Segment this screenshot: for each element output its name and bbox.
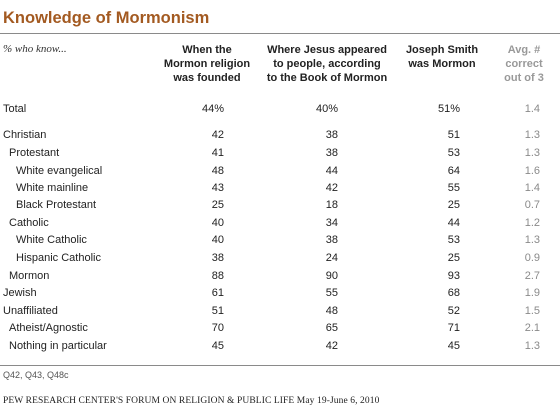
column-header-jesus-appeared: Where Jesus appeared to people, accordin… [266,44,388,84]
table-cell: 43 [211,182,224,194]
table-cell: 51 [211,305,224,317]
row-label: Jewish [3,287,37,299]
table-cell: 65 [325,322,338,334]
table-cell: 42 [325,182,338,194]
row-label: White Catholic [16,234,87,246]
table-cell: 51 [447,129,460,141]
table-cell: 38 [211,252,224,264]
table-cell: 38 [325,234,338,246]
table-cell: 18 [325,199,338,211]
table-cell: 2.7 [524,270,540,282]
table-cell: 1.4 [524,103,540,115]
column-header-founded: When the Mormon religion was founded [163,44,251,84]
table-cell: 68 [447,287,460,299]
row-label: Total [3,103,27,115]
table-cell: 44 [447,217,460,229]
table-cell: 48 [211,165,224,177]
bottom-divider [0,365,560,366]
table-cell: 25 [211,199,224,211]
table-cell: 48 [325,305,338,317]
row-label: Christian [3,129,47,141]
table-cell: 1.3 [524,340,540,352]
table-cell: 1.2 [524,217,540,229]
table-cell: 1.3 [524,129,540,141]
table-cell: 40% [315,103,338,115]
question-note: Q42, Q43, Q48c [3,370,69,380]
table-cell: 40 [211,234,224,246]
table-cell: 44 [325,165,338,177]
table-cell: 53 [447,234,460,246]
row-label: Protestant [9,147,60,159]
table-cell: 42 [211,129,224,141]
chart-title: Knowledge of Mormonism [3,9,210,27]
table-cell: 88 [211,270,224,282]
table-cell: 64 [447,165,460,177]
table-cell: 34 [325,217,338,229]
table-cell: 1.3 [524,234,540,246]
table-cell: 55 [447,182,460,194]
row-label: Nothing in particular [9,340,107,352]
table-cell: 70 [211,322,224,334]
row-label: Mormon [9,270,50,282]
table-cell: 55 [325,287,338,299]
table-cell: 25 [447,252,460,264]
row-label: White mainline [16,182,89,194]
chart-subtitle: % who know... [3,43,67,55]
table-cell: 40 [211,217,224,229]
table-cell: 38 [325,129,338,141]
table-cell: 24 [325,252,338,264]
table-cell: 93 [447,270,460,282]
table-cell: 44% [201,103,224,115]
row-label: Atheist/Agnostic [9,322,88,334]
table-cell: 51% [437,103,460,115]
table-cell: 1.5 [524,305,540,317]
row-label: Black Protestant [16,199,97,211]
table-cell: 71 [447,322,460,334]
table-cell: 61 [211,287,224,299]
row-label: Unaffiliated [3,305,58,317]
table-cell: 1.3 [524,147,540,159]
table-cell: 1.9 [524,287,540,299]
table-cell: 52 [447,305,460,317]
table-cell: 25 [447,199,460,211]
table-cell: 53 [447,147,460,159]
table-cell: 2.1 [524,322,540,334]
table-cell: 45 [447,340,460,352]
source-line: PEW RESEARCH CENTER'S FORUM ON RELIGION … [3,396,380,406]
table-cell: 38 [325,147,338,159]
table-cell: 41 [211,147,224,159]
row-label: Hispanic Catholic [16,252,101,264]
table-cell: 42 [325,340,338,352]
column-header-joseph-smith: Joseph Smith was Mormon [405,44,479,70]
top-divider [0,33,560,34]
table-cell: 0.7 [524,199,540,211]
table-cell: 0.9 [524,252,540,264]
row-label: White evangelical [16,165,103,177]
table-cell: 1.4 [524,182,540,194]
table-cell: 90 [325,270,338,282]
column-header-avg-correct: Avg. # correct out of 3 [504,44,544,84]
table-cell: 45 [211,340,224,352]
table-cell: 1.6 [524,165,540,177]
row-label: Catholic [9,217,49,229]
